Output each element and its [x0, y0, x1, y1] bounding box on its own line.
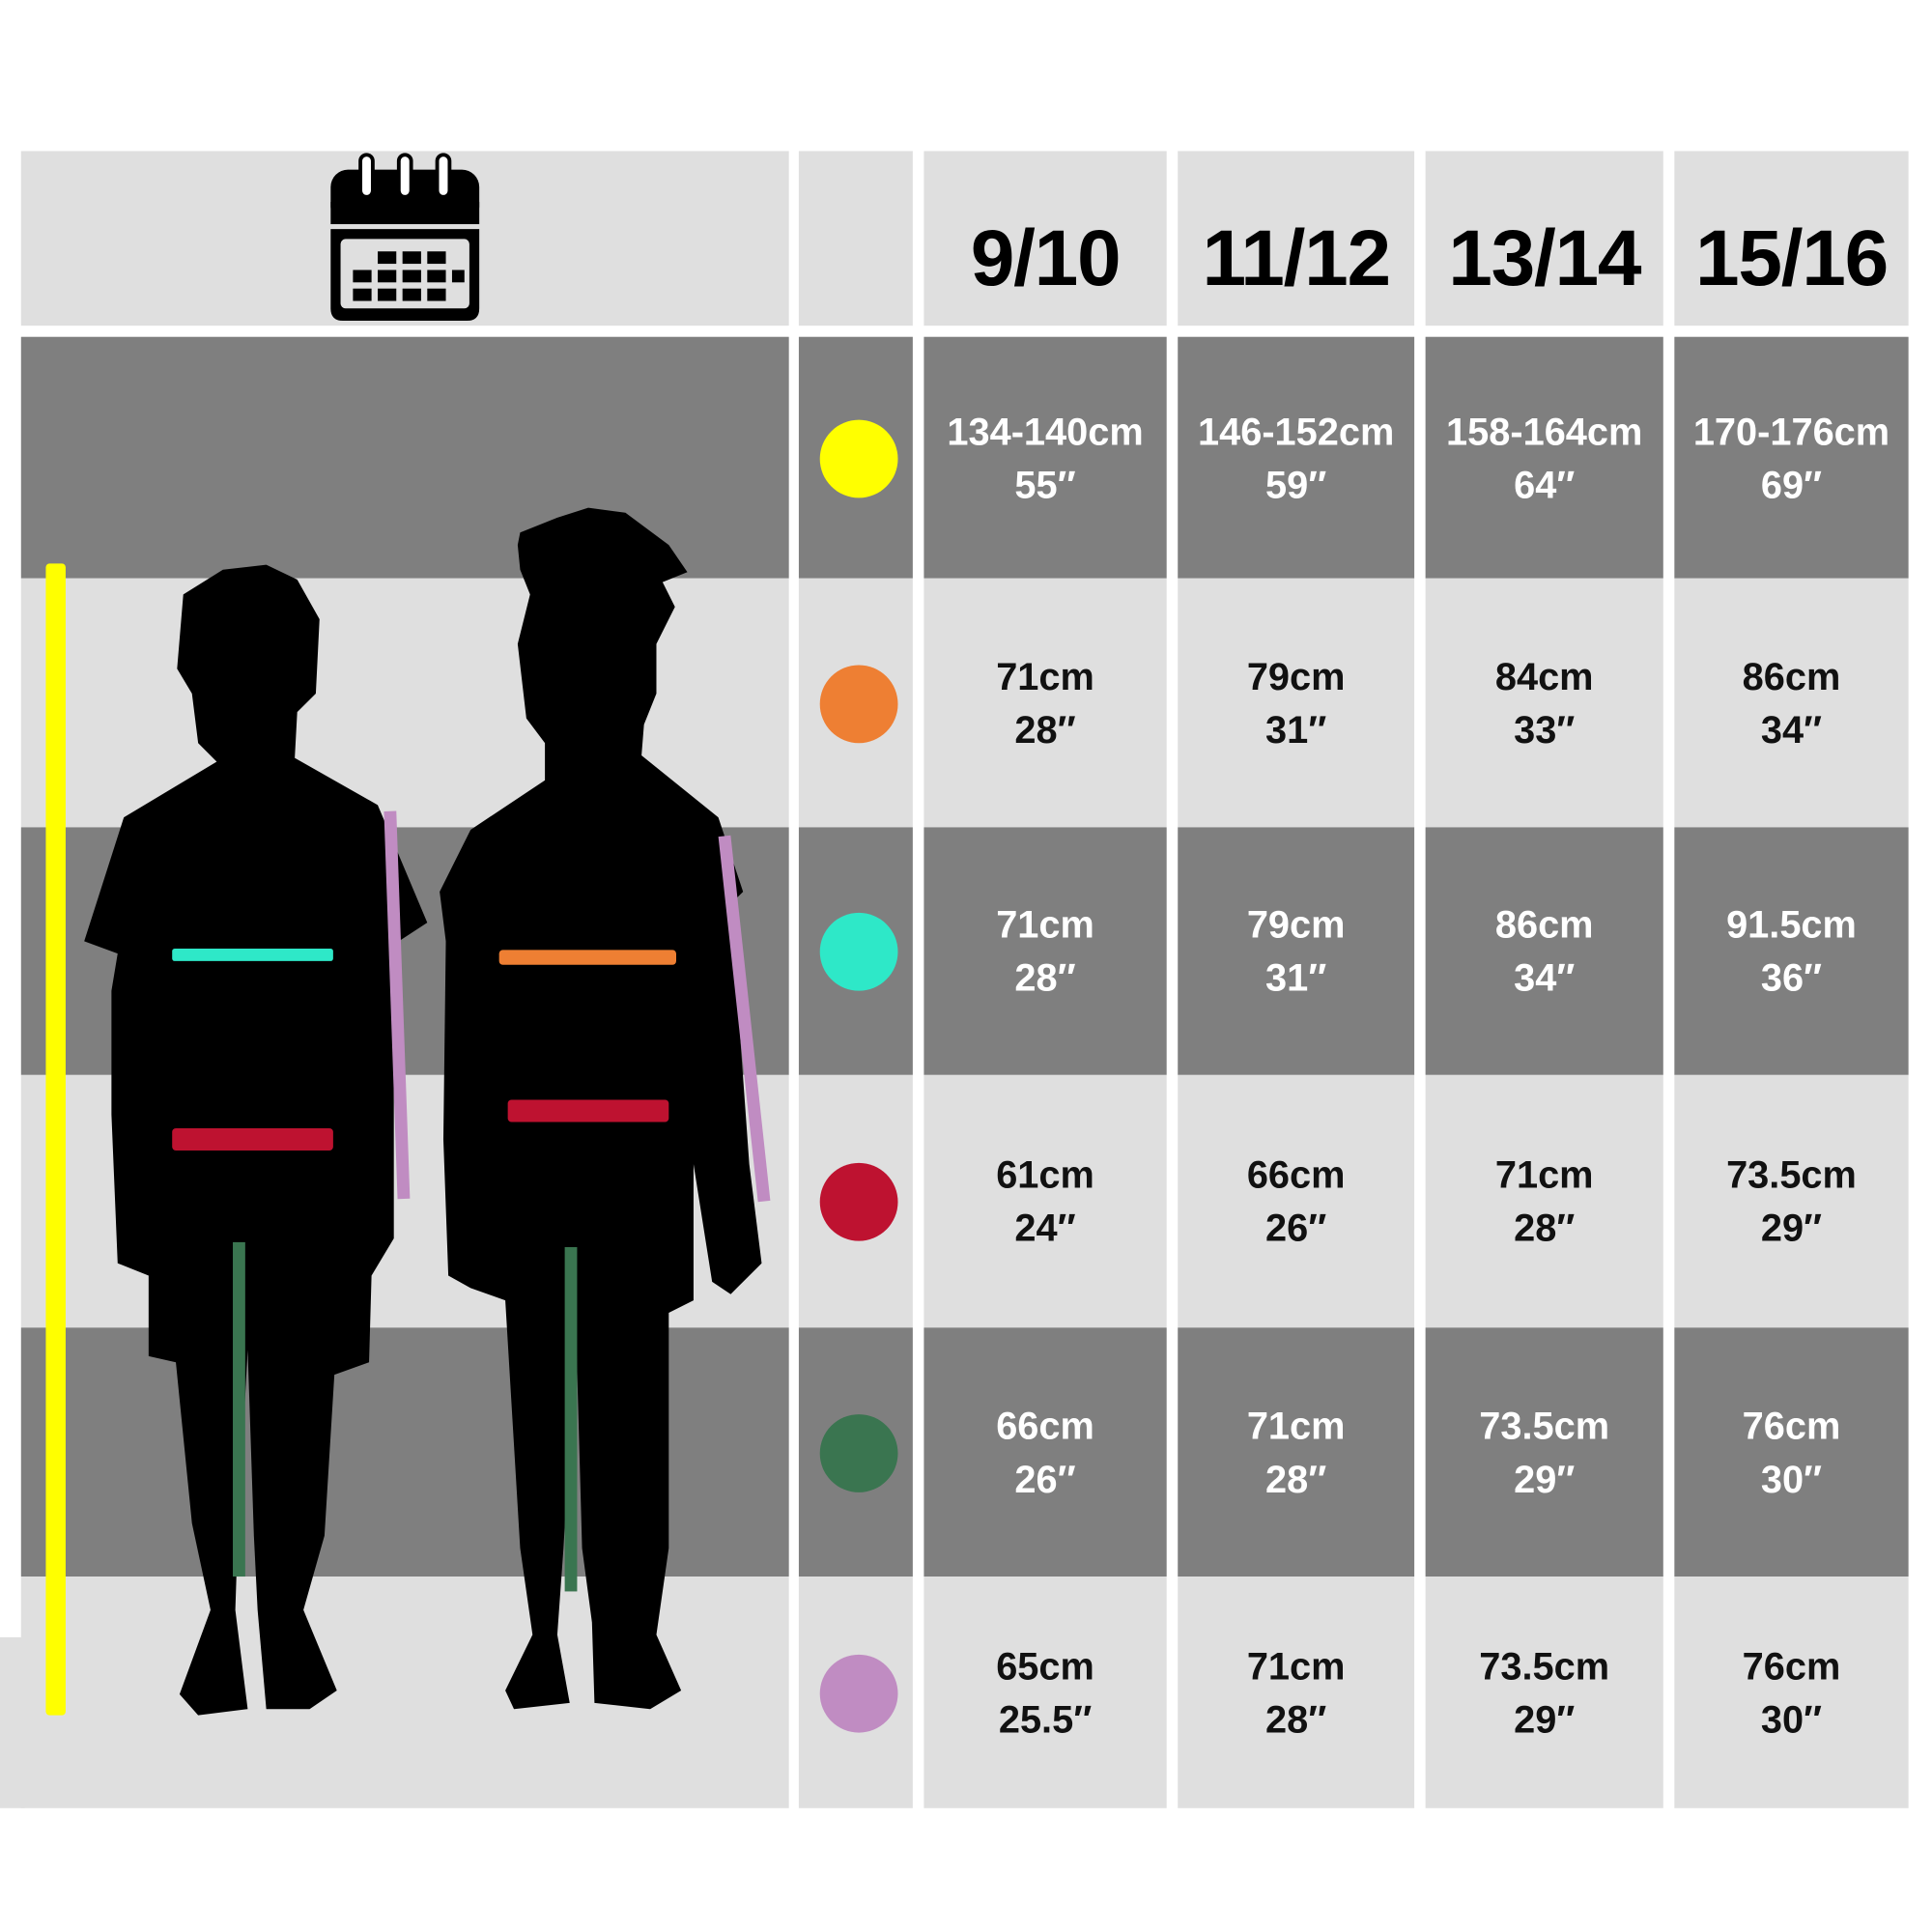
value-inches: 69″ [1760, 462, 1823, 506]
value-cm: 79cm [1246, 902, 1346, 947]
value-inches: 31″ [1265, 955, 1327, 1000]
value-cm: 71cm [1246, 1404, 1346, 1448]
measure-value-cell: 71cm 28″ [1178, 1327, 1415, 1577]
measure-value-cell: 71cm 28″ [1425, 1074, 1663, 1328]
value-inches: 59″ [1265, 462, 1327, 506]
value-cm: 84cm [1494, 654, 1594, 698]
value-inches: 26″ [1014, 1457, 1076, 1501]
value-inches: 33″ [1514, 707, 1576, 752]
value-cm: 134-140cm [947, 409, 1144, 453]
value-cm: 61cm [996, 1152, 1094, 1197]
value-inches: 28″ [1265, 1457, 1327, 1501]
row-left-extension [0, 1636, 25, 1808]
measure-color-dot [819, 418, 898, 497]
value-cm: 65cm [996, 1643, 1094, 1688]
value-cm: 79cm [1246, 654, 1346, 698]
measure-value-cell: 65cm 25.5″ [923, 1577, 1167, 1808]
value-cm: 76cm [1742, 1404, 1841, 1448]
measure-value-cell: 86cm 34″ [1674, 578, 1909, 828]
measure-value-cell: 61cm 24″ [923, 1074, 1167, 1328]
value-cm: 73.5cm [1726, 1152, 1857, 1197]
value-inches: 64″ [1514, 462, 1576, 506]
girl-inseam-line [564, 1247, 578, 1592]
measure-value-cell: 76cm 30″ [1674, 1577, 1909, 1808]
measure-value-cell: 71cm 28″ [1178, 1577, 1415, 1808]
value-inches: 30″ [1760, 1697, 1823, 1741]
value-cm: 71cm [1246, 1643, 1346, 1688]
value-inches: 28″ [1014, 707, 1076, 752]
children-silhouettes [45, 507, 771, 1716]
value-inches: 34″ [1514, 955, 1576, 1000]
measure-color-dot [819, 664, 898, 743]
value-inches: 28″ [1014, 955, 1076, 1000]
measure-value-cell: 84cm 33″ [1425, 578, 1663, 828]
value-inches: 25.5″ [998, 1697, 1093, 1741]
value-cm: 170-176cm [1692, 409, 1890, 453]
size-header-11-12: 11/12 [1178, 151, 1415, 327]
size-header-9-10: 9/10 [923, 151, 1167, 327]
value-cm: 71cm [996, 902, 1094, 947]
measure-color-dot [819, 1162, 898, 1241]
measure-value-cell: 146-152cm 59″ [1178, 336, 1415, 579]
value-cm: 146-152cm [1198, 409, 1395, 453]
boy-inseam-line [233, 1241, 245, 1577]
value-inches: 29″ [1514, 1457, 1576, 1501]
value-cm: 86cm [1742, 654, 1841, 698]
header-icon-cell [20, 151, 789, 327]
girl-waist-line [507, 1099, 669, 1122]
value-inches: 26″ [1265, 1206, 1327, 1250]
boy-waist-line [172, 1127, 333, 1151]
value-cm: 76cm [1742, 1643, 1841, 1688]
boy-sleeve-line [384, 810, 411, 1200]
value-cm: 71cm [996, 654, 1094, 698]
measure-value-cell: 73.5cm 29″ [1425, 1577, 1663, 1808]
size-header-15-16: 15/16 [1674, 151, 1909, 327]
girl-sleeve-line [718, 835, 771, 1203]
size-header-13-14: 13/14 [1425, 151, 1663, 327]
value-cm: 73.5cm [1479, 1643, 1610, 1688]
value-inches: 28″ [1265, 1697, 1327, 1741]
measure-value-cell: 91.5cm 36″ [1674, 827, 1909, 1075]
girl-chest-line [498, 950, 676, 965]
measure-value-cell: 66cm 26″ [1178, 1074, 1415, 1328]
value-cm: 66cm [1246, 1152, 1346, 1197]
measure-color-dot [819, 1413, 898, 1492]
calendar-icon [330, 152, 480, 321]
measure-value-cell: 86cm 34″ [1425, 827, 1663, 1075]
measure-value-cell: 73.5cm 29″ [1425, 1327, 1663, 1577]
value-cm: 73.5cm [1479, 1404, 1610, 1448]
measure-value-cell: 71cm 28″ [923, 827, 1167, 1075]
measure-value-cell: 71cm 28″ [923, 578, 1167, 828]
measure-value-cell: 66cm 26″ [923, 1327, 1167, 1577]
measure-value-cell: 158-164cm 64″ [1425, 336, 1663, 579]
value-inches: 36″ [1760, 955, 1823, 1000]
boy-chest-line [172, 949, 333, 961]
value-cm: 86cm [1494, 902, 1594, 947]
row-left-panel [20, 336, 789, 579]
value-inches: 30″ [1760, 1457, 1823, 1501]
value-cm: 91.5cm [1726, 902, 1857, 947]
height-line [45, 563, 66, 1716]
measure-color-dot [819, 912, 898, 991]
measure-value-cell: 79cm 31″ [1178, 827, 1415, 1075]
value-cm: 71cm [1494, 1152, 1594, 1197]
measure-value-cell: 76cm 30″ [1674, 1327, 1909, 1577]
value-cm: 158-164cm [1446, 409, 1643, 453]
header-blank-cell [798, 151, 913, 327]
value-inches: 34″ [1760, 707, 1823, 752]
value-inches: 31″ [1265, 707, 1327, 752]
measure-color-dot [819, 1654, 898, 1732]
measure-value-cell: 73.5cm 29″ [1674, 1074, 1909, 1328]
value-cm: 66cm [996, 1404, 1094, 1448]
value-inches: 55″ [1014, 462, 1076, 506]
value-inches: 29″ [1514, 1697, 1576, 1741]
measure-value-cell: 134-140cm 55″ [923, 336, 1167, 579]
measure-value-cell: 79cm 31″ [1178, 578, 1415, 828]
value-inches: 28″ [1514, 1206, 1576, 1250]
value-inches: 24″ [1014, 1206, 1076, 1250]
value-inches: 29″ [1760, 1206, 1823, 1250]
measure-value-cell: 170-176cm 69″ [1674, 336, 1909, 579]
